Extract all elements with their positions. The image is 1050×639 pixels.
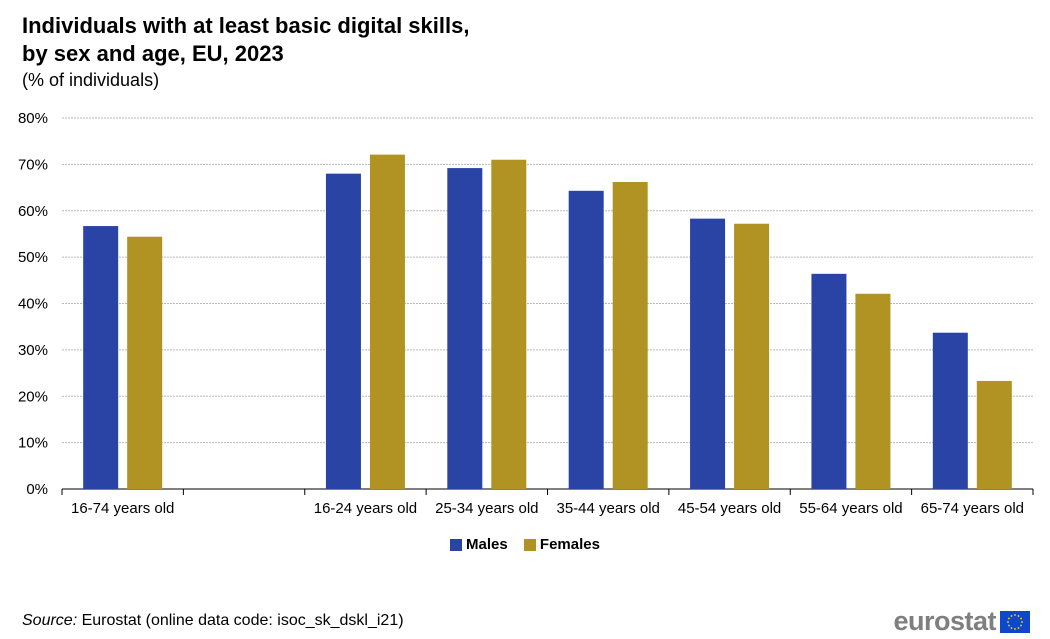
y-tick-label: 70% — [18, 156, 48, 173]
chart-title: Individuals with at least basic digital … — [22, 12, 722, 68]
bar-females — [855, 293, 891, 489]
flag-star — [1010, 614, 1013, 617]
x-tick-label: 65-74 years old — [921, 500, 1024, 517]
flag-star — [1010, 626, 1013, 629]
bar-females — [612, 181, 648, 489]
legend-swatch-males — [450, 538, 463, 551]
flag-star — [1014, 627, 1016, 630]
title-line-1: Individuals with at least basic digital … — [22, 13, 470, 38]
bar-females — [491, 159, 527, 490]
flag-star — [1017, 614, 1020, 617]
legend-label-females: Females — [539, 536, 600, 553]
bar-males — [690, 218, 726, 490]
flag-star — [1007, 620, 1009, 623]
flag-star — [1020, 617, 1022, 619]
bar-males — [83, 226, 119, 489]
x-tick-label: 45-54 years old — [678, 500, 781, 517]
flag-star — [1017, 626, 1020, 629]
legend-label-males: Males — [466, 536, 508, 553]
title-line-2: by sex and age, EU, 2023 — [22, 41, 284, 66]
legend-item-males: Males — [450, 536, 508, 553]
flag-star — [1021, 620, 1023, 623]
brand-text: eurostat — [893, 606, 996, 636]
x-tick-label: 16-74 years old — [71, 500, 174, 517]
y-tick-label: 10% — [18, 435, 48, 452]
flag-star — [1008, 617, 1010, 619]
eu-flag-icon — [1000, 610, 1030, 633]
legend-swatch-females — [523, 538, 536, 551]
bar-females — [369, 154, 405, 490]
x-tick-label: 55-64 years old — [799, 500, 902, 517]
bar-chart: 0% 10% 20% 30% 40% 50% 60% 70% 80% 16-74 years ol… — [18, 110, 1034, 517]
flag-star — [1008, 624, 1010, 626]
bar-males — [568, 190, 604, 489]
x-tick-label: 25-34 years old — [435, 500, 538, 517]
legend: Males Females — [0, 536, 1050, 555]
bar-females — [127, 236, 163, 489]
bar-males — [325, 173, 361, 489]
source-note: Source: Eurostat (online data code: isoc… — [22, 612, 404, 630]
y-tick-label: 50% — [18, 249, 48, 266]
flag-star — [1014, 613, 1016, 616]
source-text: Eurostat (online data code: isoc_sk_dskl… — [77, 612, 404, 629]
y-tick-label: 30% — [18, 342, 48, 359]
bar-males — [447, 168, 483, 489]
eurostat-logo: eurostat — [893, 606, 1030, 637]
bar-males — [811, 273, 847, 489]
bar-females — [976, 380, 1012, 489]
source-label: Source: — [22, 612, 78, 629]
y-tick-label: 80% — [18, 110, 48, 127]
legend-item-females: Females — [523, 536, 600, 553]
flag-star — [1020, 624, 1022, 626]
bar-females — [734, 223, 770, 490]
y-tick-label: 0% — [26, 481, 48, 498]
chart-subtitle: (% of individuals) — [22, 70, 160, 90]
x-tick-label: 35-44 years old — [556, 500, 659, 517]
x-tick-label: 16-24 years old — [314, 500, 417, 517]
bar-males — [932, 332, 968, 489]
y-tick-label: 60% — [18, 203, 48, 220]
y-tick-label: 20% — [18, 388, 48, 405]
y-tick-label: 40% — [18, 296, 48, 313]
